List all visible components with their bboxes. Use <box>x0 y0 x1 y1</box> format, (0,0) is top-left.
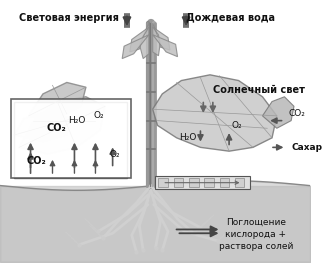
Bar <box>235 178 244 187</box>
Text: Дождевая вода: Дождевая вода <box>187 13 276 23</box>
Polygon shape <box>153 75 277 151</box>
Text: Поглощение
кислорода +
раствора солей: Поглощение кислорода + раствора солей <box>219 218 293 251</box>
Text: O₂: O₂ <box>231 121 242 130</box>
Text: O₂: O₂ <box>93 111 104 120</box>
Text: Световая энергия: Световая энергия <box>19 13 119 23</box>
Polygon shape <box>263 97 294 128</box>
Text: H₂O: H₂O <box>68 116 85 125</box>
Bar <box>219 178 229 187</box>
Polygon shape <box>19 97 105 154</box>
Polygon shape <box>130 27 149 52</box>
Bar <box>11 99 131 178</box>
Bar <box>14 102 127 178</box>
Polygon shape <box>153 23 160 56</box>
Polygon shape <box>153 35 177 57</box>
Bar <box>174 178 183 187</box>
Text: Сахар: Сахар <box>291 143 322 152</box>
Polygon shape <box>153 27 170 50</box>
Polygon shape <box>14 111 72 142</box>
Polygon shape <box>139 23 149 59</box>
Text: H₂O: H₂O <box>179 133 197 142</box>
Polygon shape <box>122 35 149 59</box>
Text: O₂: O₂ <box>109 150 120 159</box>
Text: CO₂: CO₂ <box>46 123 66 133</box>
Text: CO₂: CO₂ <box>288 109 305 117</box>
Bar <box>189 178 199 187</box>
Text: Солнечный свет: Солнечный свет <box>213 85 305 95</box>
Bar <box>204 178 214 187</box>
Bar <box>155 176 250 189</box>
Text: CO₂: CO₂ <box>26 156 46 166</box>
Polygon shape <box>29 83 86 119</box>
Bar <box>159 178 168 187</box>
